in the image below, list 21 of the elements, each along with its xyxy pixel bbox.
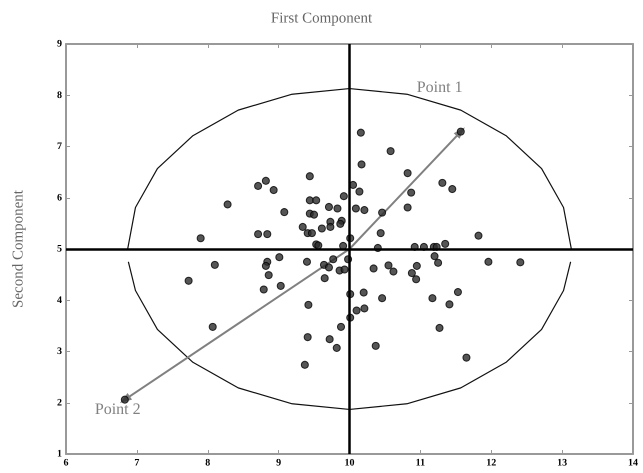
y-axis-title: Second Component (10, 189, 26, 308)
x-tick-label: 12 (486, 458, 496, 468)
y-tick-label: 2 (57, 397, 62, 408)
y-tick-label: 6 (57, 192, 62, 204)
y-tick-label: 8 (57, 90, 62, 101)
y-tick-label: 9 (57, 38, 62, 50)
y-tick-label: 5 (57, 244, 62, 254)
x-tick-label: 13 (557, 458, 568, 468)
x-tick-label: 7 (134, 458, 140, 468)
y-tick-label: 3 (57, 346, 62, 357)
x-tick-label: 14 (628, 458, 638, 468)
y-tick-label: 7 (57, 141, 62, 152)
x-tick-label: 10 (344, 458, 354, 468)
annotation: Point 1 (416, 79, 463, 96)
y-tick-label: 4 (57, 294, 62, 306)
x-tick-label: 9 (276, 458, 282, 468)
x-tick-label: 11 (416, 458, 426, 468)
x-tick-label: 8 (205, 458, 210, 468)
y-tick-label: 1 (57, 448, 62, 460)
chart-title: First Component (270, 10, 373, 26)
annotation: Point 2 (94, 401, 141, 418)
